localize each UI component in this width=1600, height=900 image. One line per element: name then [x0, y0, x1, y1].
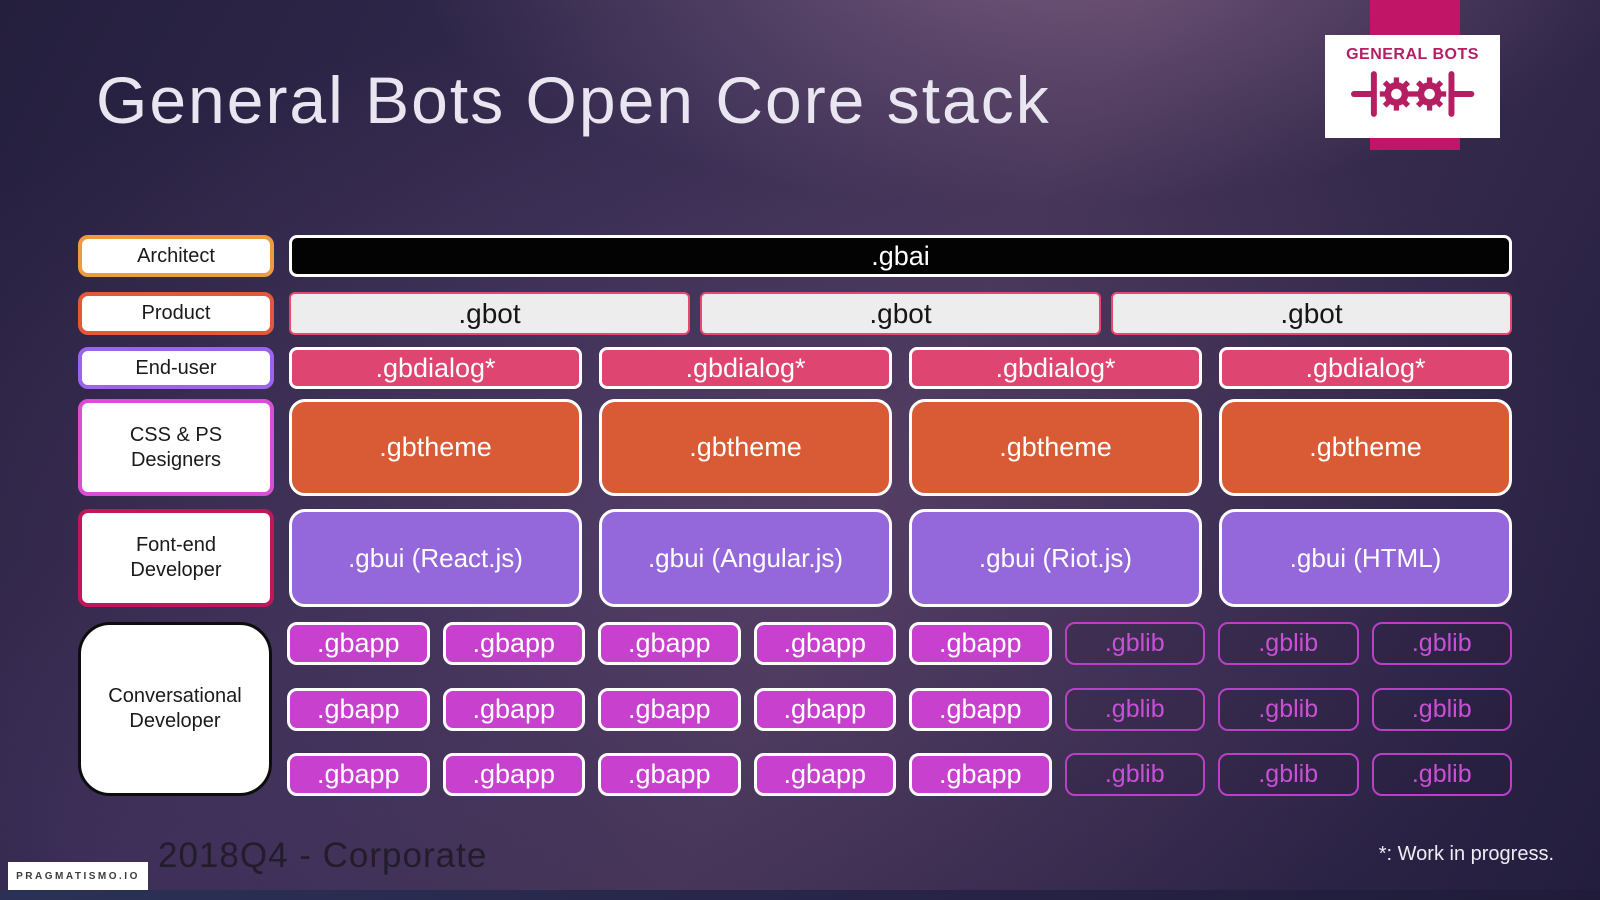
row-end-user-content: .gbdialog* .gbdialog* .gbdialog* .gbdial…: [289, 347, 1512, 389]
gblib-box: .gblib: [1371, 687, 1512, 731]
conversational-grid: .gbapp .gbapp .gbapp .gbapp .gbapp .gbli…: [287, 622, 1512, 796]
conversational-subrow: .gbapp .gbapp .gbapp .gbapp .gbapp .gbli…: [287, 687, 1512, 731]
pragmatismo-logo: PRAGMATISMO.IO: [8, 862, 148, 891]
page-title: General Bots Open Core stack: [96, 63, 1051, 137]
row-product: Product .gbot .gbot .gbot: [78, 292, 1512, 335]
gbapp-box: .gbapp: [287, 622, 430, 665]
row-end-user: End-user .gbdialog* .gbdialog* .gbdialog…: [78, 347, 1512, 389]
role-css-ps-designers: CSS & PS Designers: [78, 399, 274, 496]
gbdialog-box: .gbdialog*: [599, 347, 892, 389]
gblib-box: .gblib: [1218, 687, 1359, 731]
gbapp-box: .gbapp: [753, 687, 896, 731]
gbapp-box: .gbapp: [753, 622, 896, 665]
gblib-box: .gblib: [1371, 622, 1512, 665]
gbdialog-box: .gbdialog*: [909, 347, 1202, 389]
gbui-box: .gbui (Riot.js): [909, 509, 1202, 607]
role-end-user: End-user: [78, 347, 274, 389]
gbapp-box: .gbapp: [287, 753, 430, 796]
conversational-subrow: .gbapp .gbapp .gbapp .gbapp .gbapp .gbli…: [287, 753, 1512, 796]
role-font-end-developer: Font-end Developer: [78, 509, 274, 607]
role-conversational-developer: Conversational Developer: [78, 622, 272, 796]
general-bots-logo: GENERAL BOTS: [1325, 35, 1500, 138]
row-front-end: Font-end Developer .gbui (React.js) .gbu…: [78, 509, 1512, 607]
role-architect: Architect: [78, 235, 274, 277]
row-architect-content: .gbai: [289, 235, 1512, 277]
gbtheme-box: .gbtheme: [599, 399, 892, 496]
gbapp-box: .gbapp: [753, 753, 896, 796]
gbapp-box: .gbapp: [598, 753, 741, 796]
gbapp-box: .gbapp: [598, 622, 741, 665]
gbui-box: .gbui (HTML): [1219, 509, 1512, 607]
row-designers-content: .gbtheme .gbtheme .gbtheme .gbtheme: [289, 399, 1512, 496]
gblib-box: .gblib: [1218, 753, 1359, 796]
bottom-strip: [0, 890, 1600, 900]
gbui-box: .gbui (React.js): [289, 509, 582, 607]
gbdialog-box: .gbdialog*: [289, 347, 582, 389]
gbtheme-box: .gbtheme: [1219, 399, 1512, 496]
role-product: Product: [78, 292, 274, 335]
gbot-box: .gbot: [700, 292, 1101, 335]
row-designers: CSS & PS Designers .gbtheme .gbtheme .gb…: [78, 399, 1512, 496]
gbapp-box: .gbapp: [909, 622, 1052, 665]
gbapp-box: .gbapp: [598, 687, 741, 731]
gbtheme-box: .gbtheme: [909, 399, 1202, 496]
gbui-box: .gbui (Angular.js): [599, 509, 892, 607]
gblib-box: .gblib: [1064, 753, 1205, 796]
gbapp-box: .gbapp: [442, 622, 585, 665]
gbot-box: .gbot: [289, 292, 690, 335]
gbtheme-box: .gbtheme: [289, 399, 582, 496]
gbot-box: .gbot: [1111, 292, 1512, 335]
footer-caption: 2018Q4 - Corporate: [158, 836, 488, 875]
row-front-end-content: .gbui (React.js) .gbui (Angular.js) .gbu…: [289, 509, 1512, 607]
row-architect: Architect .gbai: [78, 235, 1512, 277]
gblib-box: .gblib: [1371, 753, 1512, 796]
row-product-content: .gbot .gbot .gbot: [289, 292, 1512, 335]
gblib-box: .gblib: [1218, 622, 1359, 665]
work-in-progress-note: *: Work in progress.: [1378, 843, 1554, 865]
gears-icon: [1350, 66, 1476, 127]
gbapp-box: .gbapp: [442, 753, 585, 796]
conversational-subrow: .gbapp .gbapp .gbapp .gbapp .gbapp .gbli…: [287, 622, 1512, 665]
logo-wordmark: GENERAL BOTS: [1346, 46, 1479, 63]
row-conversational: Conversational Developer .gbapp .gbapp .…: [78, 622, 1512, 796]
gbapp-box: .gbapp: [442, 687, 585, 731]
gblib-box: .gblib: [1064, 687, 1205, 731]
gbai-box: .gbai: [289, 235, 1512, 277]
gbapp-box: .gbapp: [909, 753, 1052, 796]
gbapp-box: .gbapp: [287, 687, 430, 731]
gbapp-box: .gbapp: [909, 687, 1052, 731]
gblib-box: .gblib: [1064, 622, 1205, 665]
gbdialog-box: .gbdialog*: [1219, 347, 1512, 389]
